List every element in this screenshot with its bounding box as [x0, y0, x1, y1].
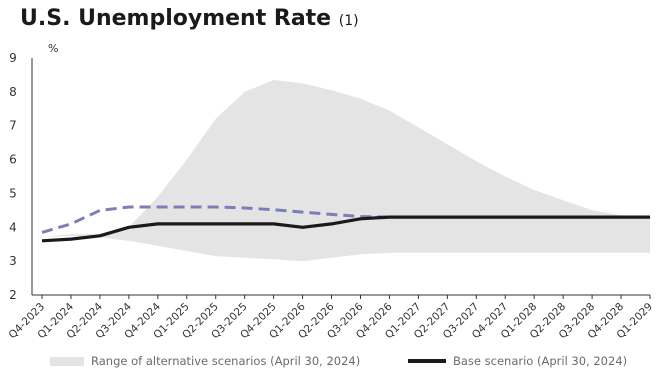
legend-item-base: Base scenario (April 30, 2024) — [408, 354, 627, 368]
y-tick-label: 7 — [9, 119, 17, 133]
y-tick-label: 9 — [9, 51, 17, 65]
y-tick-label: 6 — [9, 153, 17, 167]
y-axis-label: % — [48, 42, 58, 55]
chart-title-note: (1) — [338, 13, 359, 29]
y-tick-label: 8 — [9, 85, 17, 99]
legend-range-label: Range of alternative scenarios (April 30… — [91, 354, 361, 368]
y-tick-label: 5 — [9, 186, 17, 200]
chart-title: U.S. Unemployment Rate (1) — [20, 6, 359, 31]
legend-base-label: Base scenario (April 30, 2024) — [453, 354, 628, 368]
y-tick-label: 2 — [9, 288, 17, 302]
y-tick-label: 4 — [9, 220, 17, 234]
chart-title-text: U.S. Unemployment Rate — [20, 6, 332, 31]
legend-base-swatch — [408, 359, 446, 363]
range-band — [42, 80, 650, 262]
legend-item-range: Range of alternative scenarios (April 30… — [50, 354, 360, 368]
legend-range-swatch — [50, 356, 84, 366]
base-scenario-line — [41, 215, 650, 243]
y-tick-label: 3 — [9, 254, 17, 268]
